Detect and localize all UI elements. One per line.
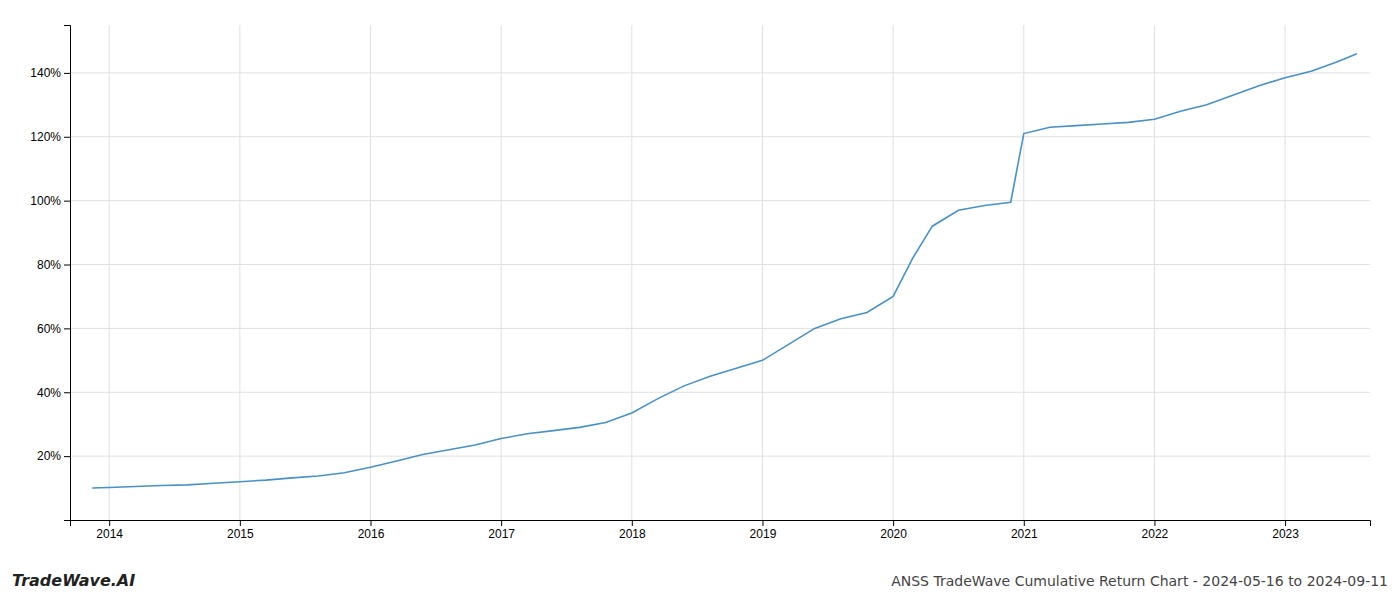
grid-line-y — [70, 456, 1370, 457]
tick-label: 2023 — [1272, 527, 1299, 541]
tick: 20% — [37, 449, 70, 463]
grid-line-y — [70, 392, 1370, 393]
grid-line-x — [631, 25, 632, 520]
tick-label: 2016 — [358, 527, 385, 541]
tick-mark — [1154, 520, 1155, 526]
axis-line — [71, 521, 1371, 527]
grid-line-y — [70, 72, 1370, 73]
plot: 2014 2015 2016 2017 2018 2019 2020 2021 2022 2023… — [30, 25, 1370, 541]
grid-line-x — [370, 25, 371, 520]
tick-label: 60% — [37, 322, 61, 336]
grid-line-x — [762, 25, 763, 520]
tick-label: 2015 — [227, 527, 254, 541]
tick-label: 2021 — [1011, 527, 1038, 541]
tick: 2022 — [1142, 520, 1169, 541]
tick-mark — [64, 456, 70, 457]
tick: 40% — [37, 386, 70, 400]
tick: 60% — [37, 322, 70, 336]
tick-label: 2020 — [880, 527, 907, 541]
tick-label: 2014 — [96, 527, 123, 541]
tick-label: 120% — [30, 130, 61, 144]
grid — [70, 25, 1370, 520]
grid-line-y — [70, 200, 1370, 201]
y-axis: 20% 40% 60% 80% 100% 120% 140% — [30, 26, 70, 521]
tick-mark — [240, 520, 241, 526]
tick-label: 40% — [37, 386, 61, 400]
grid-line-x — [109, 25, 110, 520]
tick-mark — [893, 520, 894, 526]
tick: 2019 — [750, 520, 777, 541]
tick: 100% — [30, 194, 70, 208]
tick-mark — [762, 520, 763, 526]
tick-mark — [1285, 520, 1286, 526]
tick-label: 100% — [30, 194, 61, 208]
tick-mark — [64, 392, 70, 393]
tick-mark — [371, 520, 372, 526]
tick-label: 2018 — [619, 527, 646, 541]
tick: 2021 — [1011, 520, 1038, 541]
tick-label: 20% — [37, 449, 61, 463]
grid-line-x — [1154, 25, 1155, 520]
marks — [92, 54, 1357, 488]
tick: 140% — [30, 66, 70, 80]
tick: 2018 — [619, 520, 646, 541]
tick-mark — [632, 520, 633, 526]
tick-label: 2022 — [1142, 527, 1169, 541]
title: ANSS TradeWave Cumulative Return Chart -… — [891, 573, 1388, 589]
axis-line — [64, 26, 71, 521]
tick-label: 140% — [30, 66, 61, 80]
grid-line-x — [1023, 25, 1024, 520]
grid-line-y — [70, 264, 1370, 265]
tick-mark — [64, 265, 70, 266]
tick-mark — [64, 201, 70, 202]
grid-line-y — [70, 136, 1370, 137]
tick-mark — [109, 520, 110, 526]
tick: 2016 — [358, 520, 385, 541]
tick: 80% — [37, 258, 70, 272]
tick: 120% — [30, 130, 70, 144]
tick-label: 80% — [37, 258, 61, 272]
grid-line-x — [893, 25, 894, 520]
tick: 2023 — [1272, 520, 1299, 541]
tick-mark — [64, 137, 70, 138]
tick-mark — [501, 520, 502, 526]
tick: 2020 — [880, 520, 907, 541]
tick-mark — [64, 73, 70, 74]
tick-mark — [64, 328, 70, 329]
grid-line-x — [501, 25, 502, 520]
line — [92, 54, 1357, 488]
grid-line-y — [70, 328, 1370, 329]
chart: 2014 2015 2016 2017 2018 2019 2020 2021 2022 2023… — [0, 0, 1400, 600]
tick-label: 2019 — [750, 527, 777, 541]
tick: 2017 — [488, 520, 515, 541]
tick: 2014 — [96, 520, 123, 541]
watermark: TradeWave.AI — [12, 571, 135, 590]
x-axis: 2014 2015 2016 2017 2018 2019 2020 2021 2022 2023 — [71, 520, 1371, 541]
tick: 2015 — [227, 520, 254, 541]
grid-line-x — [239, 25, 240, 520]
tick-mark — [1024, 520, 1025, 526]
tick-label: 2017 — [488, 527, 515, 541]
grid-line-x — [1285, 25, 1286, 520]
